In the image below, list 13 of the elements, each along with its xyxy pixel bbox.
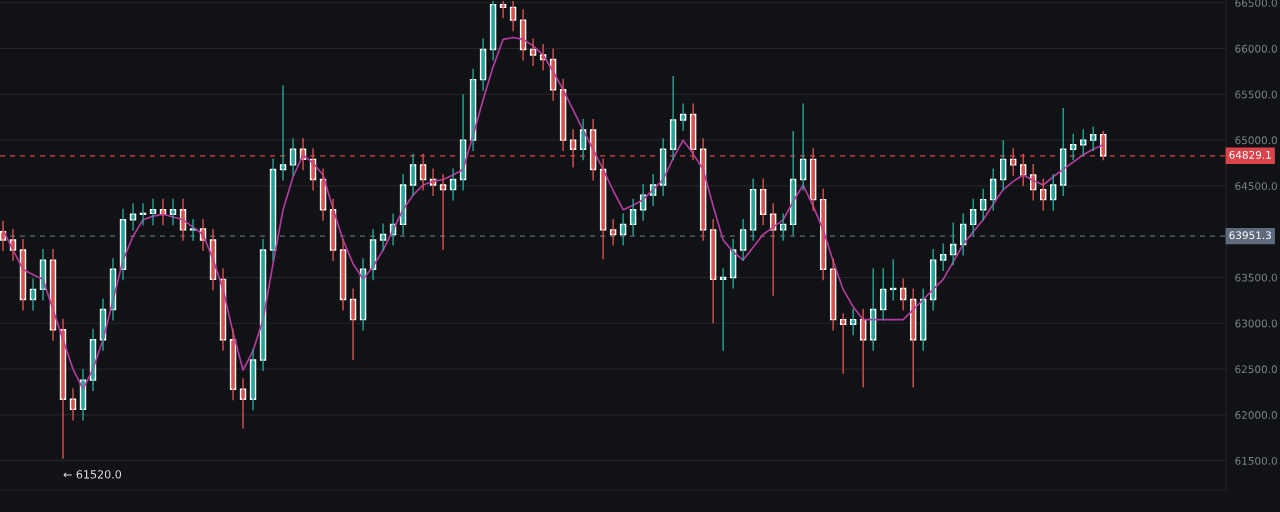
y-tick-label: 62000.0 xyxy=(1235,411,1277,419)
line-series xyxy=(2,36,1105,391)
y-tick-label: 62500.0 xyxy=(1235,365,1277,374)
ref-line-label: 64829.1 xyxy=(1229,150,1271,159)
y-tick-label: 61500.0 xyxy=(1235,456,1277,465)
y-tick-label: 65500.0 xyxy=(1235,90,1277,99)
y-tick-label: 64500.0 xyxy=(1235,182,1277,191)
y-tick-label: 66000.0 xyxy=(1235,44,1277,53)
y-tick-label: 63000.0 xyxy=(1235,319,1277,328)
y-tick-label: 63500.0 xyxy=(1235,273,1277,282)
ref-line-label: 63951.3 xyxy=(1229,231,1271,240)
y-tick-label: 65000.0 xyxy=(1235,136,1277,145)
annotation: ← 61520.0 xyxy=(63,470,122,479)
